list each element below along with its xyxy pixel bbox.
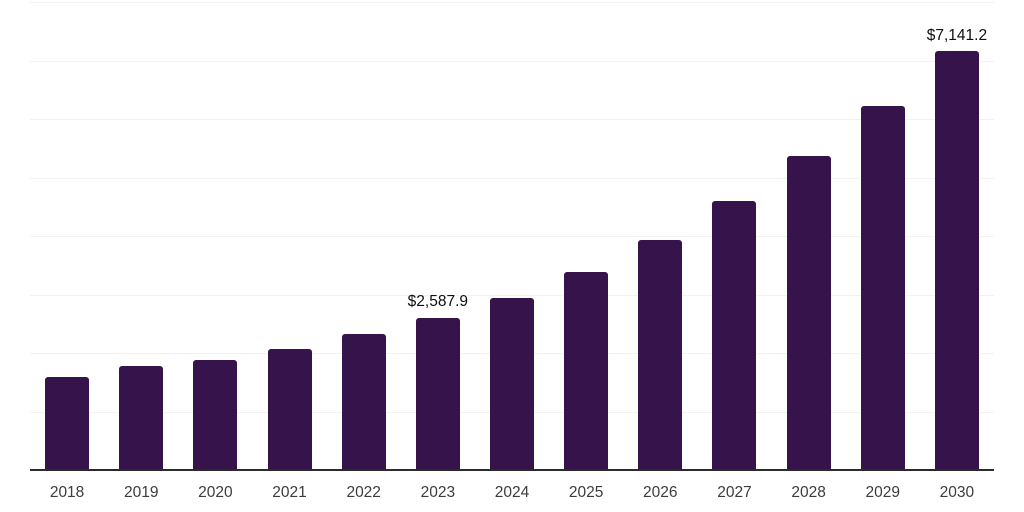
gridline-8000 [30,2,994,3]
gridline-6000 [30,119,994,120]
bar-2029[interactable] [860,105,905,469]
bar-value-label-2023: $2,587.9 [407,293,469,311]
bar-value-label-2030: $7,141.2 [926,26,988,44]
bar-2028[interactable] [786,155,831,469]
bar-2024[interactable] [490,298,534,469]
x-axis-line [30,469,994,471]
x-tick-label-2030: 2030 [939,484,975,501]
x-tick-label-2021: 2021 [272,484,307,501]
x-tick-label-2029: 2029 [865,484,901,501]
bar-2022[interactable] [341,334,386,469]
bar-2030[interactable] [934,51,979,469]
x-tick-label-2022: 2022 [346,484,381,501]
plot-area: $2,587.9 $7,141.2 [30,2,994,471]
x-tick-label-2024: 2024 [494,484,530,501]
x-tick-label-2023: 2023 [420,484,456,501]
gridline-3000 [30,294,994,296]
x-axis-labels: 2018 2019 2020 2021 2022 2023 2024 2025 2026 2027… [30,484,994,504]
bar-2019[interactable] [119,366,164,469]
gridline-5000 [30,177,994,179]
x-tick-label-2027: 2027 [717,484,752,501]
x-tick-label-2020: 2020 [198,484,233,501]
x-tick-label-2028: 2028 [791,484,826,501]
x-tick-label-2025: 2025 [568,484,604,501]
bar-2021[interactable] [267,348,312,469]
bar-2027[interactable] [712,201,757,469]
bar-2025[interactable] [564,271,609,469]
bar-2018[interactable] [45,376,90,469]
gridline-7000 [30,60,994,62]
bar-2023[interactable] [415,317,460,469]
x-tick-label-2026: 2026 [643,484,678,501]
bar-2020[interactable] [193,360,238,469]
bar-2026[interactable] [638,239,683,469]
x-tick-label-2018: 2018 [49,484,85,501]
x-tick-label-2019: 2019 [123,484,159,501]
gridline-4000 [30,236,994,237]
